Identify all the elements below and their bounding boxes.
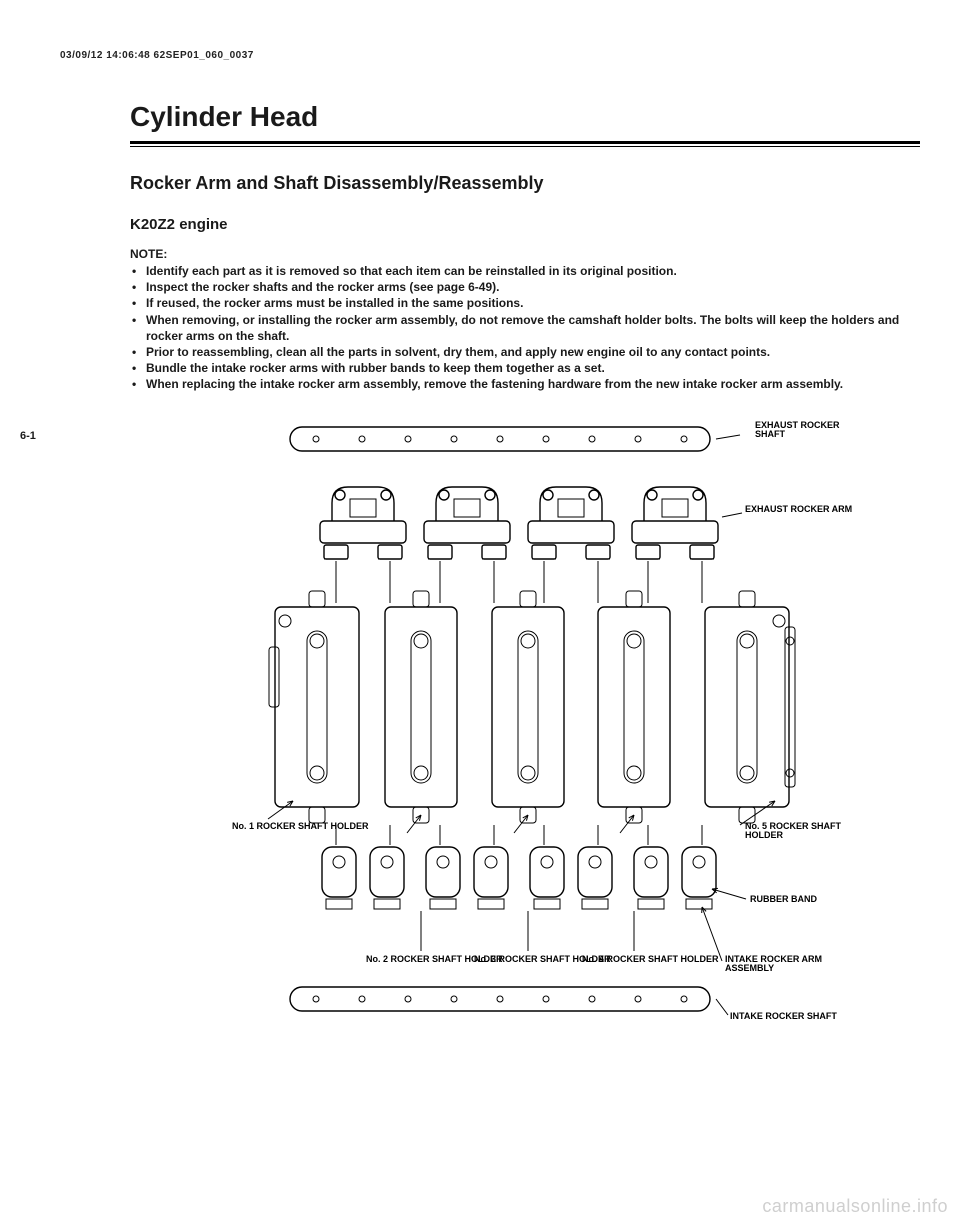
note-label: NOTE:	[130, 247, 920, 261]
engine-label: K20Z2 engine	[130, 216, 920, 233]
label-holder4: No. 4 ROCKER SHAFT HOLDER	[582, 955, 719, 965]
label-holder5: No. 5 ROCKER SHAFT HOLDER	[745, 822, 870, 842]
label-exhaust-shaft: EXHAUST ROCKER SHAFT	[755, 421, 870, 441]
rule-thick	[130, 141, 920, 144]
note-item: When replacing the intake rocker arm ass…	[142, 376, 920, 392]
notes-list: Identify each part as it is removed so t…	[130, 263, 920, 393]
section-subtitle: Rocker Arm and Shaft Disassembly/Reassem…	[130, 173, 920, 194]
label-exhaust-arm: EXHAUST ROCKER ARM	[745, 505, 852, 515]
label-intake-assy: INTAKE ROCKER ARM ASSEMBLY	[725, 955, 870, 975]
note-item: Prior to reassembling, clean all the par…	[142, 344, 920, 360]
label-holder1: No. 1 ROCKER SHAFT HOLDER	[232, 822, 369, 832]
note-item: Inspect the rocker shafts and the rocker…	[142, 279, 920, 295]
note-item: Bundle the intake rocker arms with rubbe…	[142, 360, 920, 376]
rule-thin	[130, 146, 920, 147]
print-header: 03/09/12 14:06:48 62SEP01_060_0037	[60, 50, 920, 61]
label-rubber-band: RUBBER BAND	[750, 895, 817, 905]
note-item: If reused, the rocker arms must be insta…	[142, 295, 920, 311]
diagram: EXHAUST ROCKER SHAFT EXHAUST ROCKER ARM …	[170, 417, 870, 1037]
page-title: Cylinder Head	[130, 101, 920, 133]
page-number-tab: 6-1	[20, 430, 36, 442]
note-item: Identify each part as it is removed so t…	[142, 263, 920, 279]
watermark: carmanualsonline.info	[762, 1196, 948, 1217]
label-intake-shaft: INTAKE ROCKER SHAFT	[730, 1012, 837, 1022]
note-item: When removing, or installing the rocker …	[142, 312, 920, 344]
